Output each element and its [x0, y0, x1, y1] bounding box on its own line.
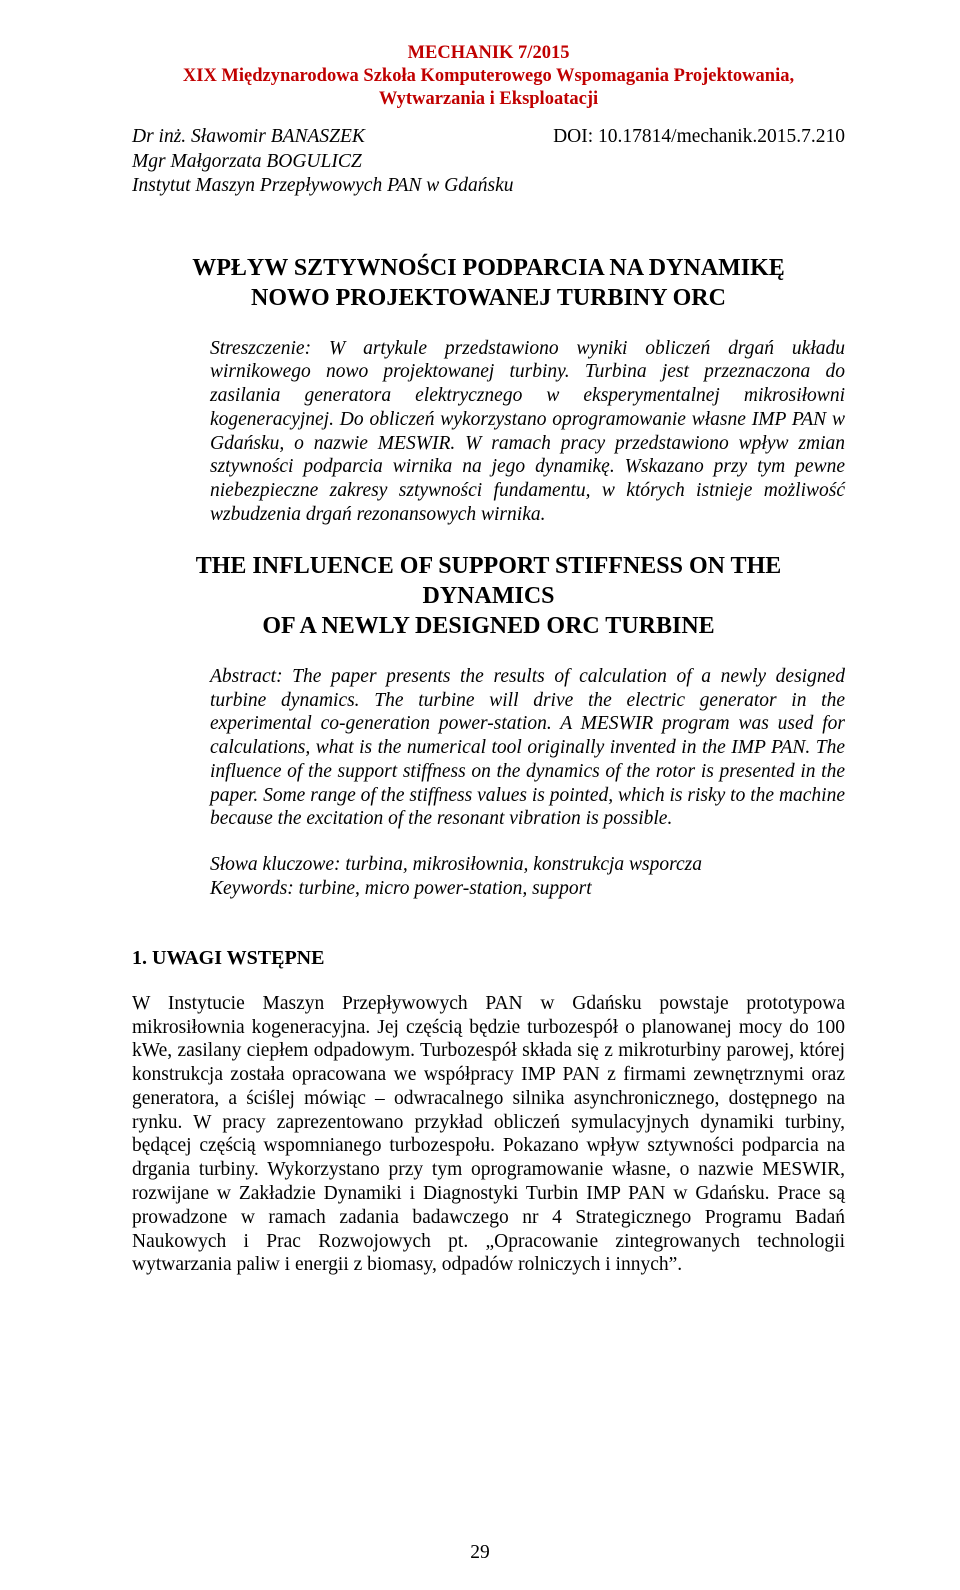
abstract-pl-text: Streszczenie: W artykule przedstawiono w… [210, 337, 845, 527]
running-head-line1: MECHANIK 7/2015 [132, 42, 845, 65]
title-pl-line1: WPŁYW SZTYWNOŚCI PODPARCIA NA DYNAMIKĘ [132, 253, 845, 283]
abstract-en-text: Abstract: The paper presents the results… [210, 665, 845, 831]
doi: DOI: 10.17814/mechanik.2015.7.210 [553, 125, 845, 149]
title-en-line1: THE INFLUENCE OF SUPPORT STIFFNESS ON TH… [132, 551, 845, 611]
keywords-en: Keywords: turbine, micro power-station, … [210, 877, 845, 901]
abstract-en: Abstract: The paper presents the results… [210, 665, 845, 831]
running-head: MECHANIK 7/2015 XIX Międzynarodowa Szkoł… [132, 42, 845, 111]
affiliation: Instytut Maszyn Przepływowych PAN w Gdań… [132, 174, 845, 198]
title-en: THE INFLUENCE OF SUPPORT STIFFNESS ON TH… [132, 551, 845, 641]
keywords-pl: Słowa kluczowe: turbina, mikrosiłownia, … [210, 853, 845, 877]
title-pl-line2: NOWO PROJEKTOWANEJ TURBINY ORC [132, 283, 845, 313]
section-1-body: W Instytucie Maszyn Przepływowych PAN w … [132, 992, 845, 1277]
author-block: DOI: 10.17814/mechanik.2015.7.210 Dr inż… [132, 125, 845, 198]
section-1-heading: 1. UWAGI WSTĘPNE [132, 947, 845, 970]
keywords-block: Słowa kluczowe: turbina, mikrosiłownia, … [210, 853, 845, 901]
page-number: 29 [0, 1542, 960, 1564]
title-pl: WPŁYW SZTYWNOŚCI PODPARCIA NA DYNAMIKĘ N… [132, 253, 845, 313]
title-en-line2: OF A NEWLY DESIGNED ORC TURBINE [132, 611, 845, 641]
abstract-pl: Streszczenie: W artykule przedstawiono w… [210, 337, 845, 527]
author-line-2: Mgr Małgorzata BOGULICZ [132, 150, 845, 174]
running-head-line2: XIX Międzynarodowa Szkoła Komputerowego … [132, 65, 845, 111]
